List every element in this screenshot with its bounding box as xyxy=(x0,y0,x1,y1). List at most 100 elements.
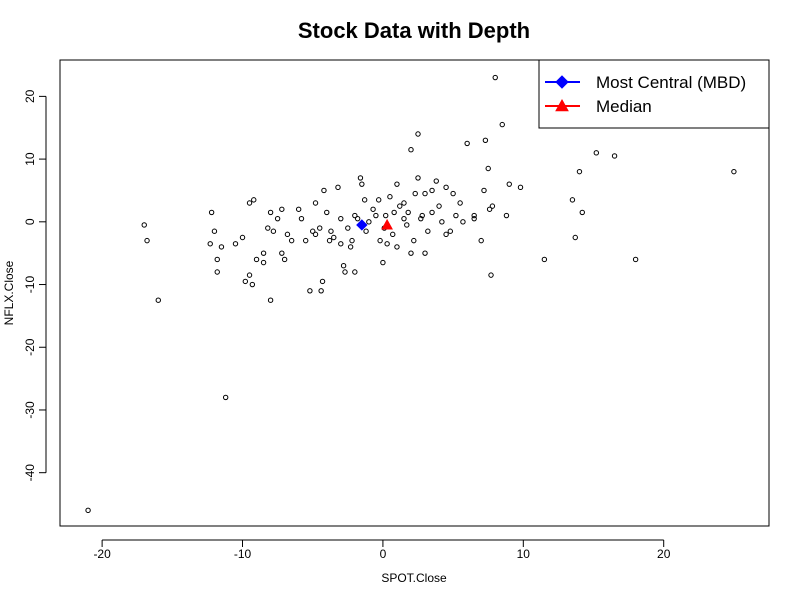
data-point xyxy=(429,187,435,194)
data-point xyxy=(214,256,220,263)
data-point xyxy=(569,197,576,203)
data-point xyxy=(486,206,493,212)
data-point xyxy=(338,241,344,247)
data-point xyxy=(312,231,319,238)
data-point xyxy=(317,225,323,231)
data-point xyxy=(347,244,354,250)
data-point xyxy=(270,228,277,234)
data-point xyxy=(331,234,337,241)
data-point xyxy=(335,184,341,191)
data-point xyxy=(415,131,421,137)
data-point xyxy=(222,394,229,401)
data-point xyxy=(361,197,368,203)
data-point xyxy=(405,209,411,216)
data-point xyxy=(384,241,390,247)
data-point xyxy=(288,237,295,244)
data-point xyxy=(307,288,313,294)
data-point xyxy=(141,222,147,228)
data-point xyxy=(380,259,386,266)
data-point xyxy=(326,237,333,244)
data-point xyxy=(319,278,326,285)
data-point xyxy=(391,209,397,216)
data-point xyxy=(340,263,347,269)
data-point xyxy=(279,250,285,256)
data-point xyxy=(632,256,639,263)
data-point xyxy=(155,297,161,303)
x-tick-label: 20 xyxy=(657,547,671,561)
data-point xyxy=(572,234,578,241)
legend-label: Median xyxy=(596,97,652,116)
y-tick-label: 10 xyxy=(23,152,37,166)
data-point xyxy=(318,288,324,294)
data-point xyxy=(408,146,414,153)
data-point xyxy=(377,237,383,244)
data-point xyxy=(425,228,431,234)
data-point xyxy=(354,215,361,222)
data-point xyxy=(478,237,484,244)
data-point xyxy=(312,200,319,206)
data-point xyxy=(481,187,487,194)
data-point xyxy=(412,190,418,197)
data-point xyxy=(731,168,737,175)
data-point xyxy=(249,281,256,288)
data-point xyxy=(488,272,494,278)
data-point xyxy=(415,175,421,181)
x-tick-label: -10 xyxy=(234,547,252,561)
data-point xyxy=(302,237,309,244)
data-point xyxy=(281,256,288,263)
legend-label: Most Central (MBD) xyxy=(596,73,746,92)
data-point xyxy=(482,137,489,143)
data-point xyxy=(253,256,260,263)
legend-box xyxy=(538,59,770,129)
x-tick-label: 0 xyxy=(380,547,387,561)
data-point xyxy=(214,269,220,275)
data-point xyxy=(436,203,442,209)
y-tick-label: 20 xyxy=(23,89,37,103)
data-point xyxy=(349,237,355,244)
y-axis-title: NFLX.Close xyxy=(2,260,16,325)
data-point xyxy=(246,272,253,278)
x-axis-title: SPOT.Close xyxy=(381,571,447,585)
data-point xyxy=(394,244,400,250)
plot-frame xyxy=(59,59,770,527)
data-point xyxy=(207,241,213,247)
data-point xyxy=(422,250,428,256)
data-point xyxy=(251,197,257,203)
x-tick-label: 10 xyxy=(517,547,531,561)
data-point xyxy=(576,168,583,175)
legend: Most Central (MBD) Median xyxy=(538,59,770,129)
data-point xyxy=(279,206,285,212)
data-point xyxy=(267,297,274,303)
data-point xyxy=(342,269,348,275)
data-point xyxy=(401,215,407,222)
data-point xyxy=(144,237,150,244)
data-point xyxy=(401,200,407,206)
data-point xyxy=(373,212,379,219)
data-point xyxy=(284,231,291,238)
data-point xyxy=(357,175,364,181)
data-point xyxy=(397,203,403,209)
data-point xyxy=(541,256,548,263)
data-point xyxy=(611,153,618,159)
data-point xyxy=(260,259,267,266)
data-point xyxy=(390,231,396,238)
data-point xyxy=(404,222,410,228)
data-point xyxy=(295,206,302,212)
data-point xyxy=(485,165,491,172)
y-tick-label: -20 xyxy=(23,338,37,356)
y-tick-label: -40 xyxy=(23,464,37,482)
data-points xyxy=(85,74,737,514)
data-point xyxy=(239,234,246,241)
data-point xyxy=(345,225,351,231)
data-point xyxy=(443,184,449,191)
data-point xyxy=(246,200,253,206)
data-point xyxy=(460,219,466,225)
data-point xyxy=(242,278,249,285)
chart-title: Stock Data with Depth xyxy=(298,18,530,43)
data-point xyxy=(422,190,428,197)
data-point xyxy=(471,215,477,222)
data-point xyxy=(418,215,424,222)
data-point xyxy=(433,178,439,184)
